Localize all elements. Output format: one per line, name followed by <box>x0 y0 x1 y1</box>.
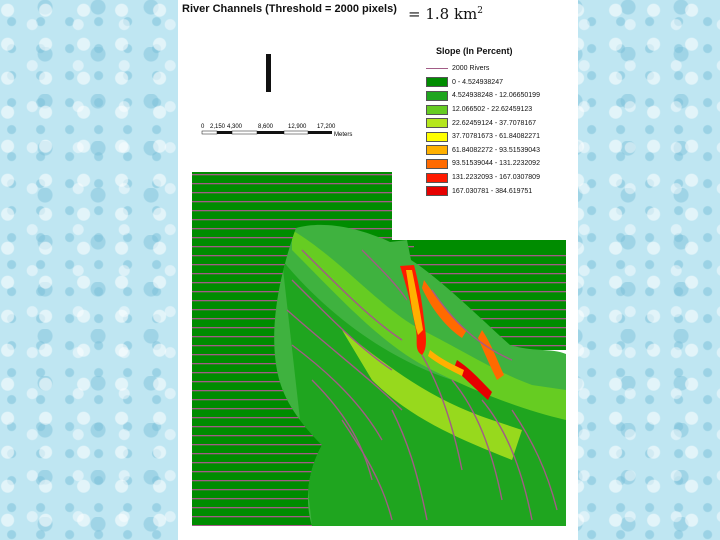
scale-tick-label: 12,900 <box>288 124 307 130</box>
slope-map <box>192 172 566 526</box>
legend-swatch <box>426 145 448 156</box>
scale-tick-label: 0 <box>201 124 205 130</box>
legend-class-row: 22.62459124 - 37.7078167 <box>426 116 574 130</box>
north-arrow-icon <box>266 54 271 92</box>
legend-title: Slope (In Percent) <box>436 46 513 56</box>
legend-class-row: 0 - 4.524938247 <box>426 76 574 90</box>
legend-class-label: 93.51539044 - 131.2232092 <box>452 160 540 168</box>
legend-class-row: 12.066502 - 22.62459123 <box>426 103 574 117</box>
legend-class-row: 61.84082272 - 93.51539043 <box>426 144 574 158</box>
legend-class-label: 167.030781 - 384.619751 <box>452 187 533 195</box>
legend-swatch <box>426 77 448 88</box>
scale-unit-label: Meters <box>334 132 352 138</box>
legend-swatch <box>426 158 448 169</box>
legend-class-row: 37.70781673 - 61.84082271 <box>426 130 574 144</box>
legend-class-label: 37.70781673 - 61.84082271 <box>452 133 540 141</box>
legend-class-row: 131.2232093 - 167.0307809 <box>426 171 574 185</box>
river-line-swatch <box>426 64 448 74</box>
legend-swatch <box>426 186 448 197</box>
legend-classes: 0 - 4.524938247 4.524938248 - 12.06650199… <box>426 76 574 198</box>
legend-class-label: 22.62459124 - 37.7078167 <box>452 119 537 127</box>
area-value: = 1.8 km <box>408 5 478 23</box>
legend-river-row: 2000 Rivers <box>426 62 574 76</box>
legend-class-row: 93.51539044 - 131.2232092 <box>426 157 574 171</box>
legend-class-label: 61.84082272 - 93.51539043 <box>452 146 540 154</box>
legend: Slope (In Percent) 2000 Rivers 0 - 4.524… <box>426 46 574 198</box>
scale-bar: 0 2,150 4,300 8,600 12,900 17,200 Meters <box>201 124 352 138</box>
legend-swatch <box>426 90 448 101</box>
map-title: River Channels (Threshold = 2000 pixels) <box>182 3 397 15</box>
legend-river-label: 2000 Rivers <box>452 65 490 73</box>
scale-tick-label: 2,150 <box>210 124 226 130</box>
scale-tick-label: 4,300 <box>227 124 243 130</box>
legend-class-label: 131.2232093 - 167.0307809 <box>452 174 540 182</box>
legend-swatch <box>426 172 448 183</box>
scale-tick-label: 8,600 <box>258 124 274 130</box>
legend-class-label: 12.066502 - 22.62459123 <box>452 106 533 114</box>
scale-tick-label: 17,200 <box>317 124 336 130</box>
area-exponent: 2 <box>477 6 484 16</box>
legend-class-row: 4.524938248 - 12.06650199 <box>426 89 574 103</box>
legend-swatch <box>426 104 448 115</box>
legend-swatch <box>426 118 448 129</box>
legend-class-label: 0 - 4.524938247 <box>452 78 503 86</box>
map-slide: River Channels (Threshold = 2000 pixels)… <box>178 0 578 540</box>
area-equation: = 1.8 km2 <box>408 5 483 23</box>
legend-class-row: 167.030781 - 384.619751 <box>426 184 574 198</box>
legend-swatch <box>426 131 448 142</box>
legend-class-label: 4.524938248 - 12.06650199 <box>452 92 540 100</box>
